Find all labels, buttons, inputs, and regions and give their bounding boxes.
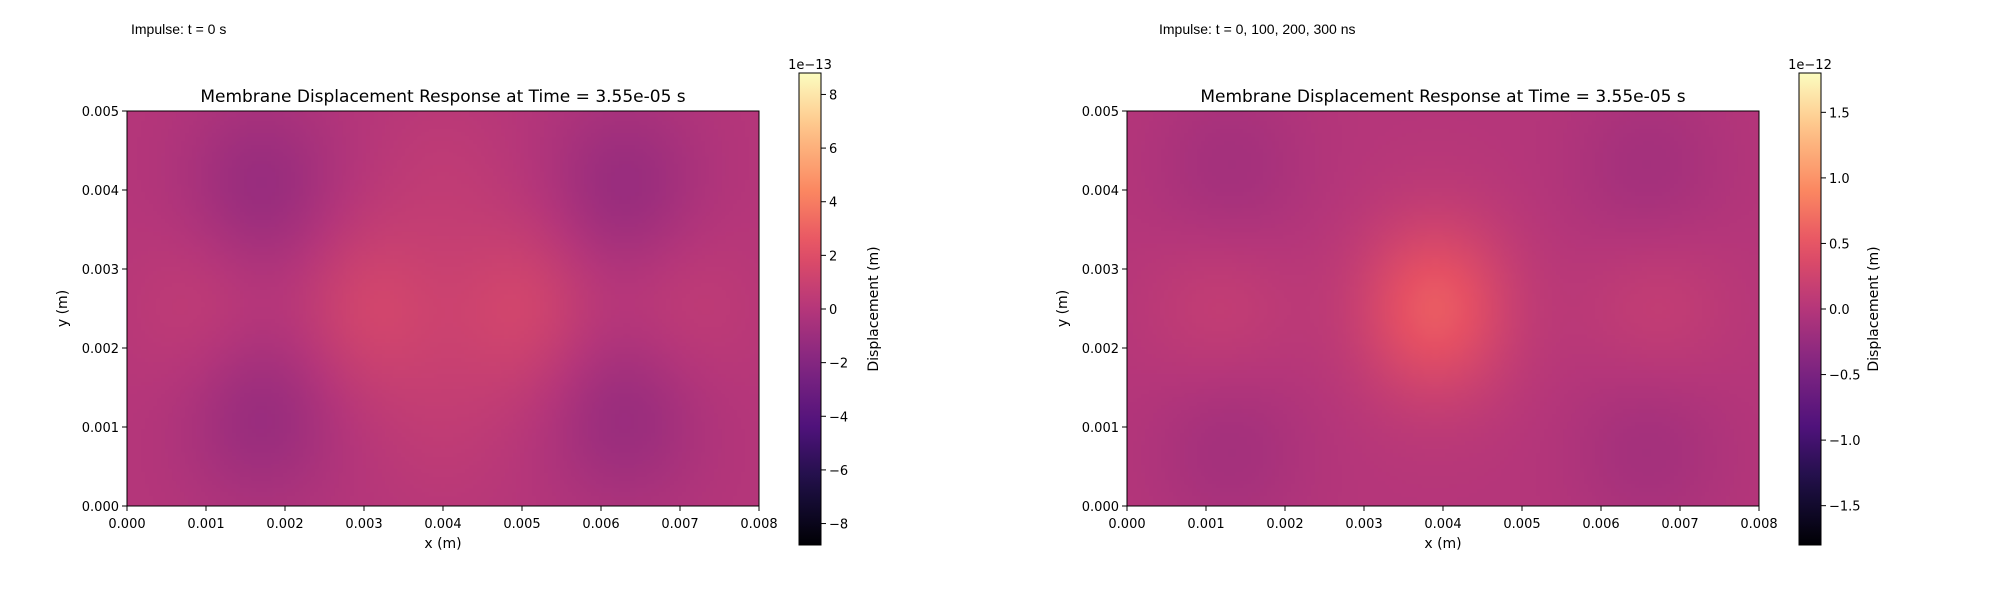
y-tick-label: 0.003 xyxy=(1082,263,1119,278)
y-tick-label: 0.005 xyxy=(82,105,119,120)
y-tick-label: 0.003 xyxy=(82,263,119,278)
chart-panel-right: Impulse: t = 0, 100, 200, 300 ns Membran… xyxy=(1000,0,2000,600)
colorbar-tick-label: −1.5 xyxy=(1829,500,1861,515)
x-tick-label: 0.006 xyxy=(1582,517,1619,532)
y-tick-label: 0.000 xyxy=(82,500,119,515)
colorbar xyxy=(798,72,822,546)
x-tick-label: 0.007 xyxy=(1661,517,1698,532)
chart-title: Membrane Displacement Response at Time =… xyxy=(1200,87,1685,107)
chart-panel-left: Impulse: t = 0 s Membrane Displacement R… xyxy=(55,21,882,552)
colorbar-tick-label: −8 xyxy=(829,518,848,533)
colorbar-tick-label: −1.0 xyxy=(1829,434,1861,449)
colorbar-tick-label: −2 xyxy=(829,357,848,372)
impulse-caption: Impulse: t = 0 s xyxy=(131,21,227,37)
heatmap-chart: Membrane Displacement Response at Time =… xyxy=(1055,58,1882,552)
x-tick-label: 0.005 xyxy=(1503,517,1540,532)
colorbar-tick-label: −4 xyxy=(829,410,848,425)
x-tick-label: 0.002 xyxy=(266,517,303,532)
x-tick-label: 0.004 xyxy=(1424,517,1461,532)
x-tick-label: 0.005 xyxy=(503,517,540,532)
colorbar-tick-label: 1.5 xyxy=(1829,106,1850,121)
colorbar-tick-label: 0.5 xyxy=(1829,237,1850,252)
x-tick-label: 0.004 xyxy=(424,517,461,532)
y-tick-label: 0.005 xyxy=(1082,105,1119,120)
y-tick-label: 0.001 xyxy=(1082,421,1119,436)
heatmap-image xyxy=(127,111,759,506)
y-axis-label: y (m) xyxy=(55,290,71,327)
colorbar-tick-label: −6 xyxy=(829,464,848,479)
x-tick-label: 0.003 xyxy=(1345,517,1382,532)
colorbar-label: Displacement (m) xyxy=(866,246,882,371)
colorbar-tick-label: 1.0 xyxy=(1829,172,1850,187)
x-axis-label: x (m) xyxy=(424,536,461,552)
x-tick-label: 0.003 xyxy=(345,517,382,532)
colorbar-tick-label: 0.0 xyxy=(1829,303,1850,318)
x-tick-label: 0.001 xyxy=(187,517,224,532)
x-tick-label: 0.001 xyxy=(1187,517,1224,532)
heatmap-image xyxy=(1127,111,1759,506)
x-tick-label: 0.008 xyxy=(1740,517,1777,532)
x-tick-label: 0.007 xyxy=(661,517,698,532)
colorbar-tick-label: 8 xyxy=(829,88,837,103)
x-tick-label: 0.000 xyxy=(108,517,145,532)
colorbar-tick-label: 6 xyxy=(829,142,837,157)
colorbar-tick-label: 0 xyxy=(829,303,837,318)
x-tick-label: 0.006 xyxy=(582,517,619,532)
colorbar-offset-text: 1e−13 xyxy=(788,58,832,73)
impulse-caption: Impulse: t = 0, 100, 200, 300 ns xyxy=(1159,21,1356,37)
y-axis-label: y (m) xyxy=(1055,290,1071,327)
colorbar xyxy=(1798,72,1822,546)
x-tick-label: 0.008 xyxy=(740,517,777,532)
y-tick-label: 0.002 xyxy=(1082,342,1119,357)
y-tick-label: 0.004 xyxy=(82,184,119,199)
heatmap-chart: Membrane Displacement Response at Time =… xyxy=(55,58,882,552)
colorbar-tick-label: 2 xyxy=(829,249,837,264)
colorbar-tick-label: −0.5 xyxy=(1829,369,1861,384)
x-tick-label: 0.000 xyxy=(1108,517,1145,532)
y-tick-label: 0.000 xyxy=(1082,500,1119,515)
colorbar-tick-label: 4 xyxy=(829,196,837,211)
y-tick-label: 0.001 xyxy=(82,421,119,436)
x-tick-label: 0.002 xyxy=(1266,517,1303,532)
colorbar-label: Displacement (m) xyxy=(1866,246,1882,371)
colorbar-offset-text: 1e−12 xyxy=(1788,58,1832,73)
x-axis-label: x (m) xyxy=(1424,536,1461,552)
y-tick-label: 0.002 xyxy=(82,342,119,357)
y-tick-label: 0.004 xyxy=(1082,184,1119,199)
chart-title: Membrane Displacement Response at Time =… xyxy=(200,87,685,107)
